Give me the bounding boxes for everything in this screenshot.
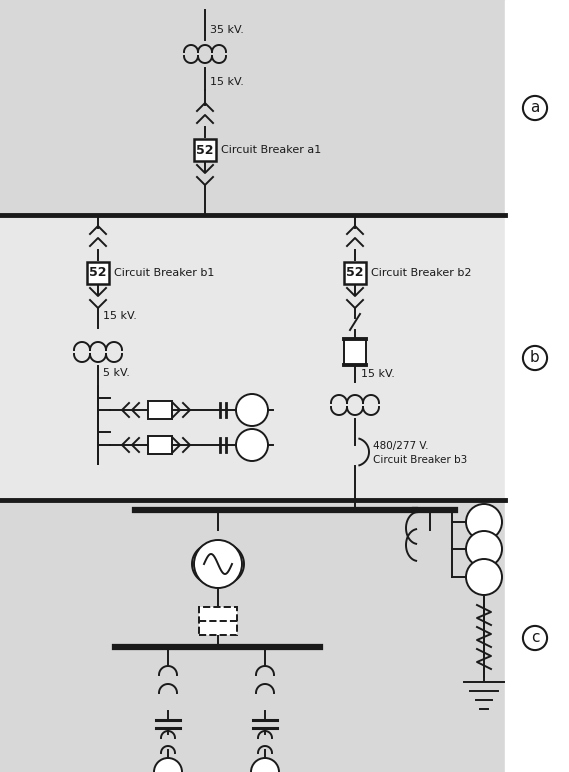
Text: c: c xyxy=(531,631,539,645)
Text: 52: 52 xyxy=(347,266,364,279)
Text: 15 kV.: 15 kV. xyxy=(210,77,244,87)
Bar xyxy=(199,607,237,635)
Bar xyxy=(87,262,109,284)
Text: 15 kV.: 15 kV. xyxy=(103,311,137,321)
Bar xyxy=(194,139,216,161)
Bar xyxy=(0,500,505,772)
Circle shape xyxy=(154,758,182,772)
Bar xyxy=(148,436,172,454)
Circle shape xyxy=(466,559,502,595)
Text: Circuit Breaker b2: Circuit Breaker b2 xyxy=(371,268,472,278)
Bar xyxy=(344,262,366,284)
Text: a: a xyxy=(530,100,539,116)
Circle shape xyxy=(236,429,268,461)
Text: Circuit Breaker b1: Circuit Breaker b1 xyxy=(114,268,215,278)
Text: 5 kV.: 5 kV. xyxy=(103,368,130,378)
Bar xyxy=(505,0,569,772)
Text: 52: 52 xyxy=(196,144,214,157)
Text: 52: 52 xyxy=(89,266,107,279)
Text: b: b xyxy=(530,350,540,365)
Circle shape xyxy=(236,394,268,426)
Bar xyxy=(0,0,505,215)
Text: 15 kV.: 15 kV. xyxy=(361,369,395,379)
Text: 35 kV.: 35 kV. xyxy=(210,25,244,35)
Bar xyxy=(148,401,172,419)
Bar xyxy=(344,339,366,365)
Bar xyxy=(0,215,505,500)
Text: Circuit Breaker a1: Circuit Breaker a1 xyxy=(221,145,321,155)
Circle shape xyxy=(466,531,502,567)
Text: Circuit Breaker b3: Circuit Breaker b3 xyxy=(373,455,467,465)
Circle shape xyxy=(194,540,242,588)
Text: 480/277 V.: 480/277 V. xyxy=(373,441,428,451)
Circle shape xyxy=(466,504,502,540)
Circle shape xyxy=(251,758,279,772)
